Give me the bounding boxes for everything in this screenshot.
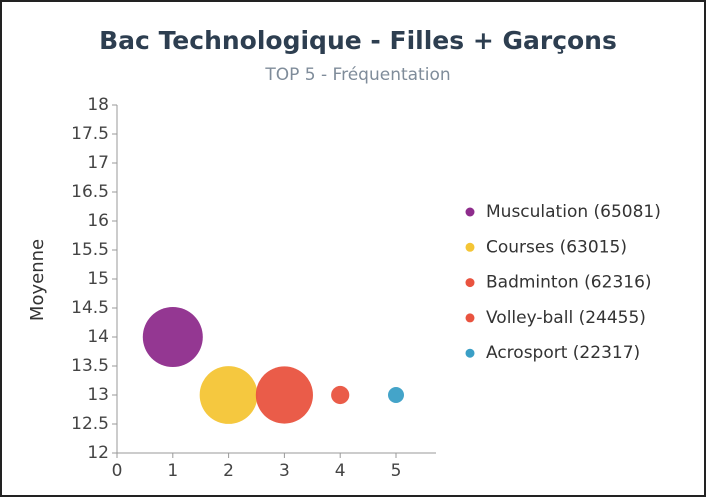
legend-label: Courses (63015) [486,237,627,257]
y-tick-label: 12 [87,443,109,463]
legend-label: Acrosport (22317) [486,343,640,363]
x-tick-label: 3 [279,461,290,481]
y-tick-label: 14 [87,327,109,347]
y-tick-label: 17 [87,153,109,173]
legend-marker [465,313,475,323]
x-tick-label: 5 [391,461,402,481]
y-tick-label: 17.5 [71,124,109,144]
legend-marker [465,348,475,358]
chart-subtitle: TOP 5 - Fréquentation [264,65,450,85]
x-tick-label: 1 [167,461,178,481]
y-tick-label: 15.5 [71,240,109,260]
legend-label: Badminton (62316) [486,273,652,293]
bubble [331,385,350,405]
chart-title: Bac Technologique - Filles + Garçons [99,26,617,55]
y-tick-label: 14.5 [71,298,109,318]
bubble [388,387,404,403]
y-tick-label: 13.5 [71,356,109,376]
legend-marker [465,242,475,252]
legend-label: Musculation (65081) [486,202,661,222]
y-tick-label: 16.5 [71,182,109,202]
y-tick-label: 12.5 [71,414,109,434]
y-tick-label: 13 [87,385,109,405]
x-tick-label: 0 [112,461,123,481]
legend-marker [465,207,475,217]
bubble [255,366,313,424]
legend-marker [465,278,475,288]
x-tick-label: 4 [335,461,346,481]
y-tick-label: 15 [87,269,109,289]
legend-label: Volley-ball (24455) [486,308,646,328]
y-axis-label: Moyenne [27,239,48,321]
y-tick-label: 18 [87,95,109,115]
x-tick-label: 2 [223,461,234,481]
bubble [199,366,258,424]
bubble [142,307,203,367]
y-tick-label: 16 [87,211,109,231]
